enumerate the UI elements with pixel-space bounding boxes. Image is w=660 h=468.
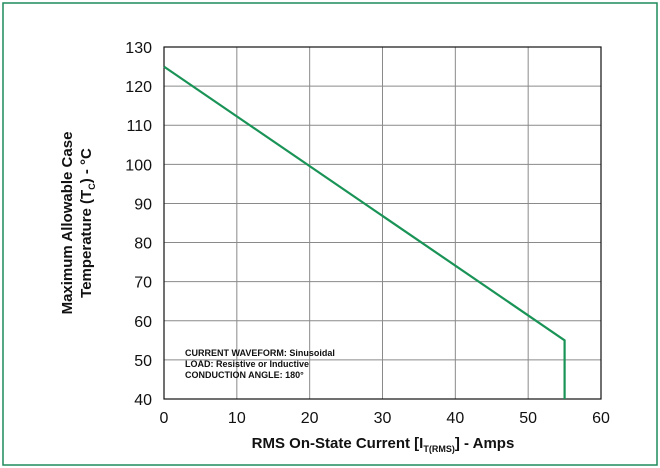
x-axis-title: RMS On-State Current [IT(RMS)] - Amps [252,435,515,454]
x-tick-labels: 0 10 20 30 40 50 60 [160,410,610,427]
y-axis-title: Maximum Allowable Case Temperature (TC) … [59,132,97,315]
x-tick-label: 50 [519,410,537,427]
annotation-line: CONDUCTION ANGLE: 180° [185,370,304,380]
plot-area [163,46,602,400]
y-tick-label: 60 [134,314,152,331]
y-tick-label: 120 [125,79,152,96]
series-line [163,65,566,399]
y-axis-title-line1: Maximum Allowable Case [59,132,76,315]
y-tick-label: 70 [134,275,152,292]
y-tick-label: 80 [134,236,152,253]
x-tick-label: 60 [592,410,610,427]
y-tick-label: 110 [126,118,152,135]
annotation-line: LOAD: Resistive or Inductive [185,359,309,369]
y-tick-labels: 40 50 60 70 80 90 100 110 120 130 [125,40,152,409]
series-layer [163,65,566,399]
y-tick-label: 130 [125,40,152,57]
y-tick-label: 50 [134,353,152,370]
y-tick-label: 100 [125,157,152,174]
x-tick-label: 0 [160,410,169,427]
x-tick-label: 10 [228,410,246,427]
annotation-line: CURRENT WAVEFORM: Sinusoidal [185,348,335,358]
y-axis-title-line2: Temperature (TC) - °C [78,148,97,298]
annotation-box: CURRENT WAVEFORM: Sinusoidal LOAD: Resis… [185,348,335,380]
x-tick-label: 30 [374,410,392,427]
x-tick-label: 40 [446,410,464,427]
x-tick-label: 20 [301,410,319,427]
y-tick-label: 90 [134,196,152,213]
y-tick-label: 40 [134,392,152,409]
